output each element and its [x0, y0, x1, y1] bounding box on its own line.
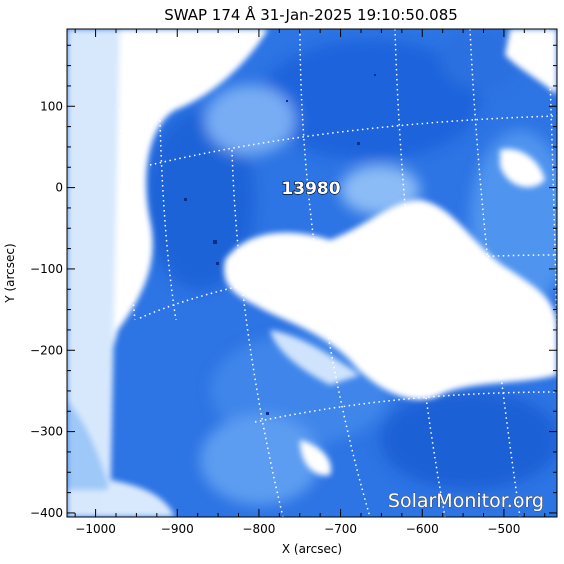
plot-title: SWAP 174 Å 31-Jan-2025 19:10:50.085: [164, 5, 458, 24]
y-axis-label: Y (arcsec): [3, 243, 17, 303]
x-tick-label: −600: [406, 522, 439, 536]
y-axis-ticks: −400 −300 −200 −100 0 100: [30, 44, 557, 520]
saturated-bright-regions: [67, 29, 557, 517]
y-tick-label: −300: [30, 425, 63, 439]
grid-longitude-line: [394, 29, 446, 517]
grid-latitude-line: [254, 391, 557, 423]
grid-longitude-line: [231, 149, 284, 517]
grid-longitude-line: [299, 29, 371, 517]
grid-longitude-line: [159, 119, 177, 321]
grid-latitude-line: [139, 254, 557, 319]
x-tick-label: −700: [324, 522, 357, 536]
active-region-label: 13980: [281, 179, 340, 199]
x-tick-label: −500: [487, 522, 520, 536]
heliographic-grid: [119, 29, 557, 517]
solar-image: [67, 29, 557, 517]
x-tick-label: −900: [161, 522, 194, 536]
dark-speckles: [184, 74, 376, 415]
grid-longitude-line: [119, 109, 136, 321]
plot-frame: [66, 28, 558, 518]
y-tick-label: −400: [30, 506, 63, 520]
x-axis-label: X (arcsec): [282, 542, 342, 556]
grid-longitude-line: [469, 29, 521, 517]
x-axis-ticks: −1000 −900 −800 −700 −600 −500: [74, 29, 546, 536]
watermark: SolarMonitor.org: [388, 490, 544, 512]
y-tick-label: −200: [30, 343, 63, 357]
y-tick-label: 100: [40, 99, 63, 113]
y-tick-label: 0: [55, 181, 63, 195]
x-tick-label: −1000: [75, 522, 116, 536]
x-tick-label: −800: [242, 522, 275, 536]
y-tick-label: −100: [30, 262, 63, 276]
